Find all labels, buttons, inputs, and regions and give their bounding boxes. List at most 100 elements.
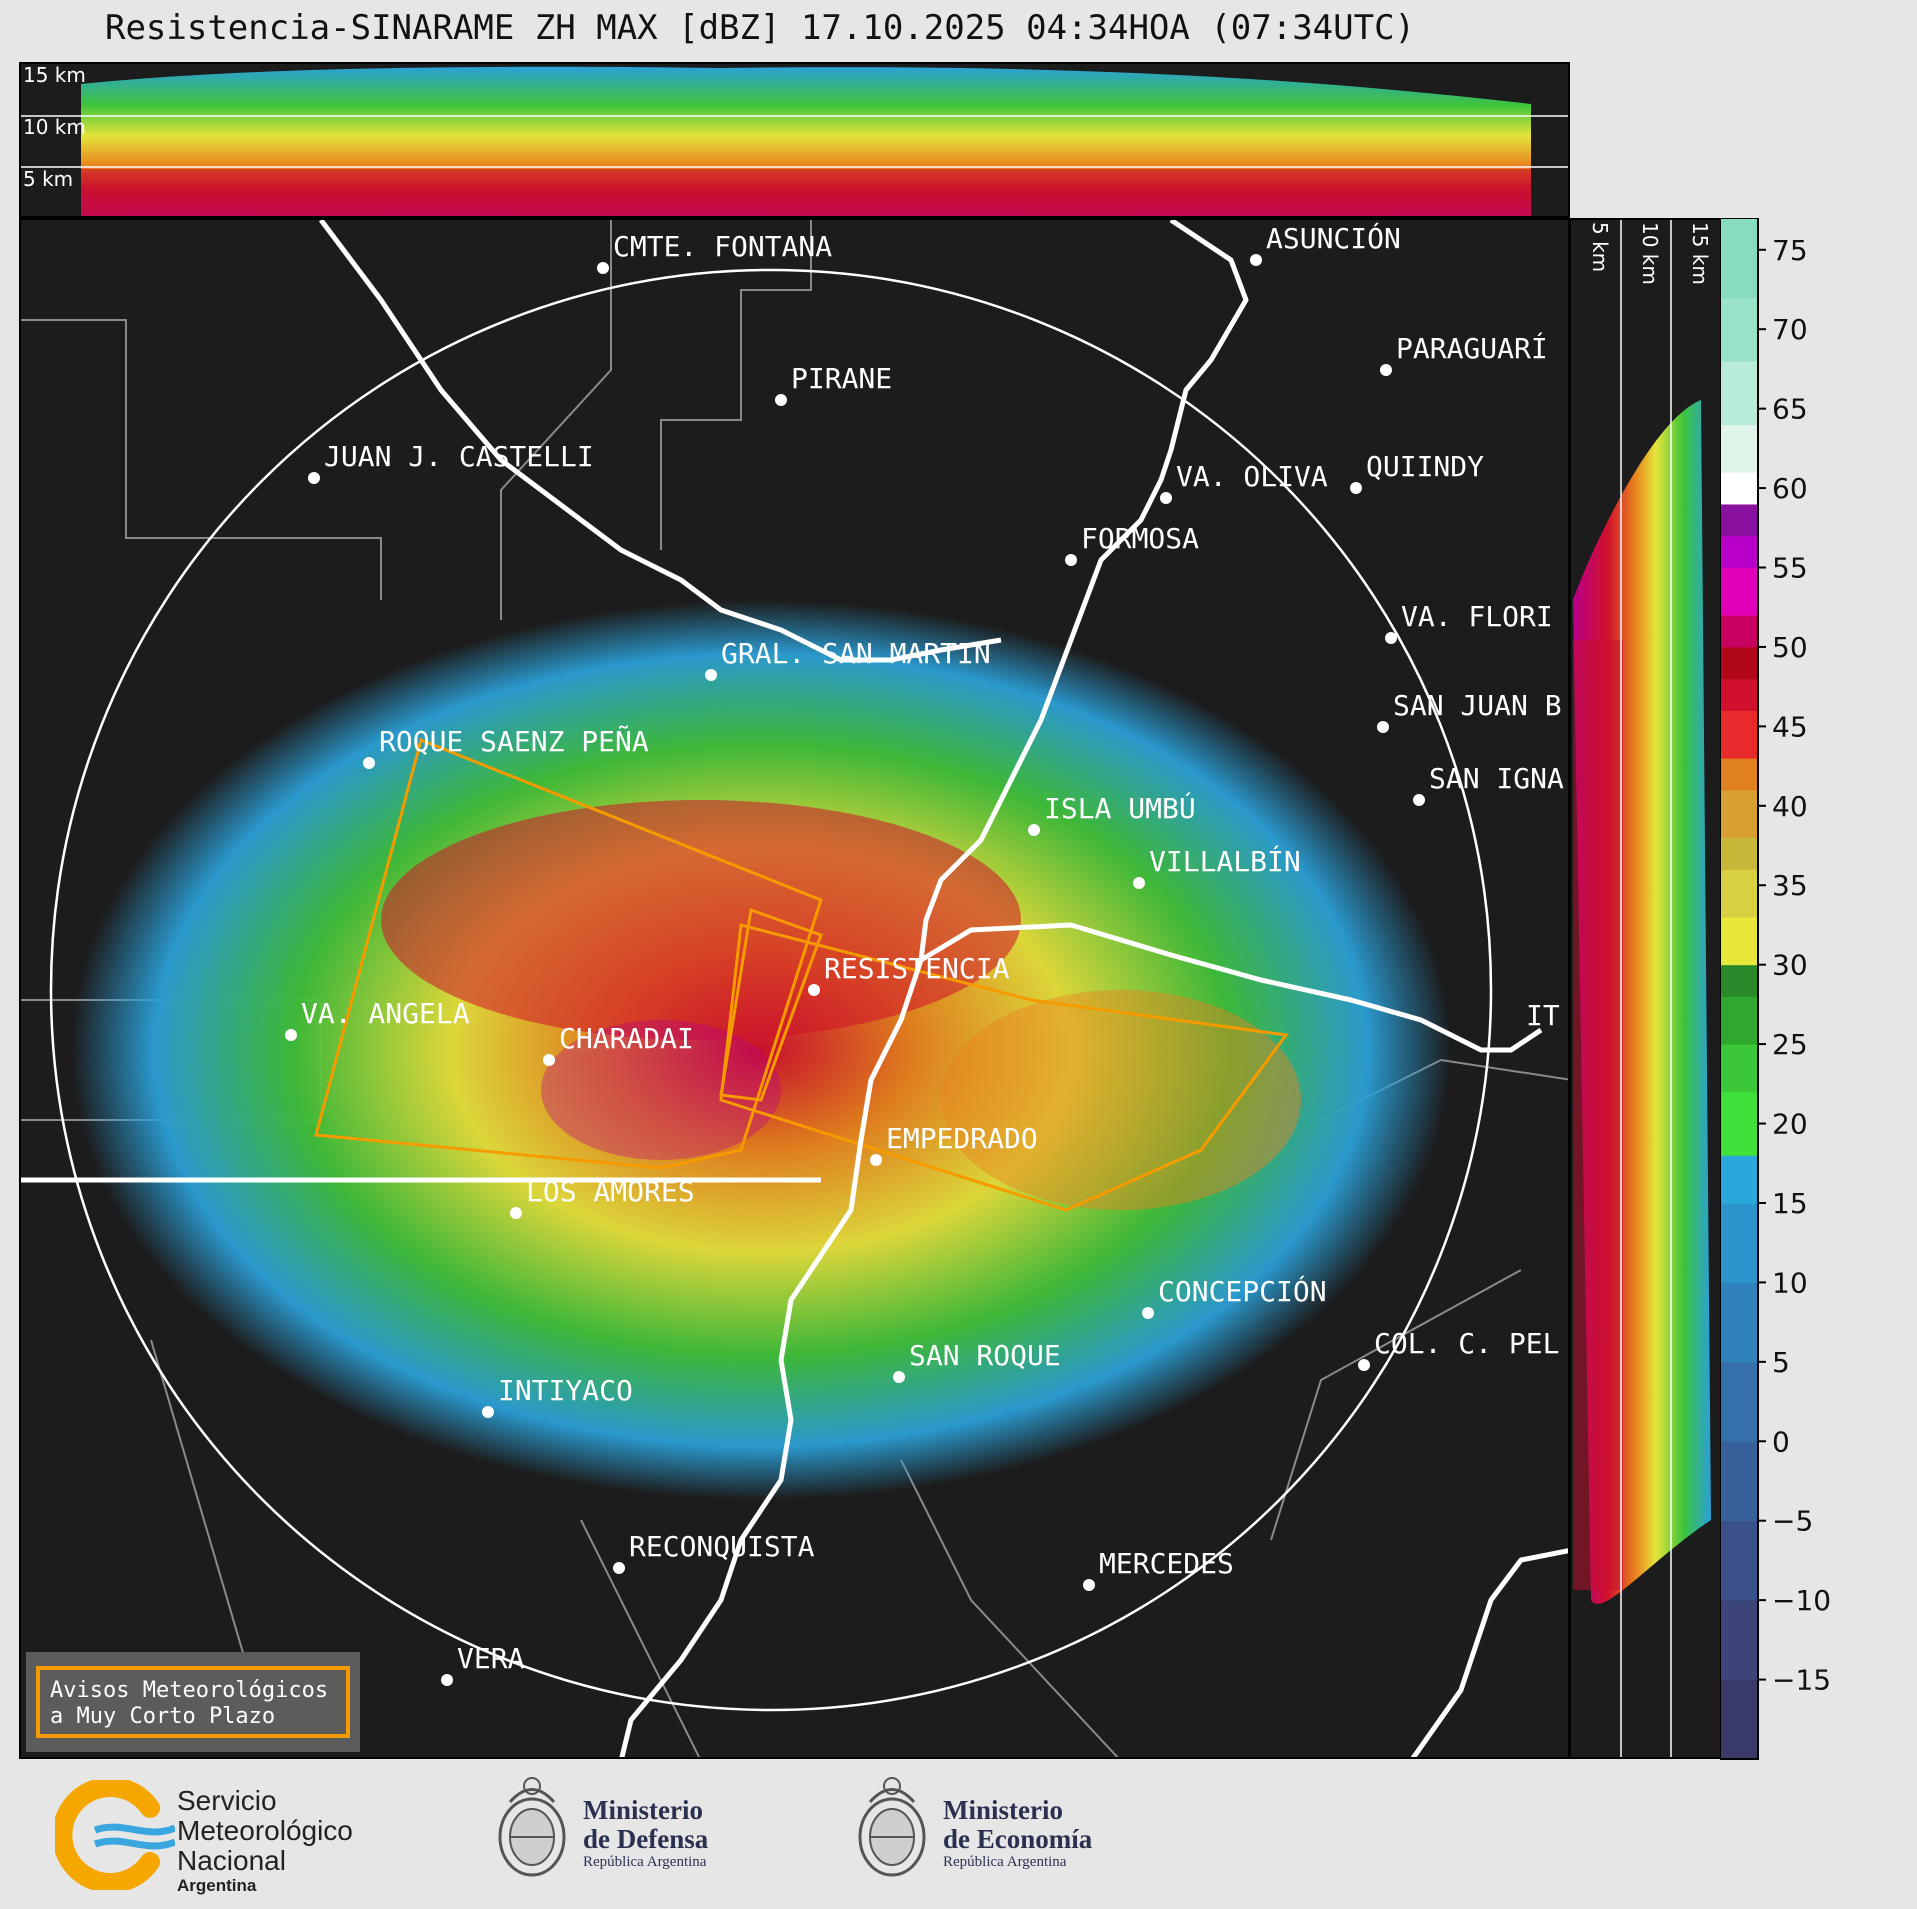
- colorbar-block: [1720, 1202, 1758, 1283]
- smn-line-3: Nacional: [177, 1845, 286, 1876]
- city-label: LOS AMORES: [526, 1175, 695, 1208]
- warning-polygon-west: [314, 737, 823, 1170]
- altitude-label-15km: 15 km: [1688, 222, 1712, 285]
- city-label: PARAGUARÍ: [1396, 331, 1548, 365]
- city-dot: [1160, 492, 1172, 504]
- city-markers: CMTE. FONTANA ASUNCIÓN PARAGUARÍ PIRANE …: [285, 221, 1564, 1686]
- echo-core-east: [941, 990, 1301, 1210]
- city-label: VERA: [457, 1642, 525, 1675]
- smn-logo: Servicio Meteorológico Nacional Argentin…: [55, 1780, 395, 1895]
- colorbar-tick-label: 70: [1772, 313, 1808, 346]
- city-label: EMPEDRADO: [886, 1122, 1038, 1155]
- city-label: JUAN J. CASTELLI: [324, 440, 594, 473]
- colorbar-block: [1720, 1441, 1758, 1522]
- city-dot: [363, 757, 375, 769]
- city-label: ASUNCIÓN: [1266, 221, 1401, 255]
- echo-core-center: [541, 1020, 781, 1160]
- colorbar-block: [1720, 758, 1758, 791]
- colorbar-tick-label: 10: [1772, 1266, 1808, 1299]
- city-label: CMTE. FONTANA: [613, 230, 832, 263]
- top-cross-section-panel: 15 km 10 km 5 km: [19, 62, 1570, 218]
- colorbar-block: [1720, 996, 1758, 1045]
- colorbar-block: [1720, 964, 1758, 997]
- altitude-label-10km: 10 km: [1638, 222, 1662, 285]
- colorbar-block: [1720, 535, 1758, 569]
- city-label: IT: [1526, 999, 1560, 1032]
- colorbar-block: [1720, 789, 1758, 839]
- city-dot: [1142, 1307, 1154, 1319]
- colorbar-block: [1720, 503, 1758, 537]
- city-dot: [775, 394, 787, 406]
- colorbar-block: [1720, 615, 1758, 648]
- city-dot: [1250, 254, 1262, 266]
- warning-polygon-east: [719, 923, 1289, 1212]
- colorbar-block: [1720, 917, 1758, 966]
- colorbar-tick-label: −5: [1772, 1505, 1813, 1538]
- city-label: VA. OLIVA: [1176, 460, 1328, 493]
- chart-title: Resistencia-SINARAME ZH MAX [dBZ] 17.10.…: [104, 8, 1416, 48]
- city-dot: [1413, 794, 1425, 806]
- colorbar-block: [1720, 1520, 1758, 1601]
- city-dot: [1380, 364, 1392, 376]
- colorbar-block: [1720, 646, 1758, 680]
- core-band: [81, 169, 1531, 216]
- colorbar-block: [1720, 297, 1758, 362]
- legend-line-1: Avisos Meteorológicos: [50, 1678, 329, 1703]
- colorbar-tick-label: 65: [1772, 393, 1808, 426]
- radar-map: CMTE. FONTANA ASUNCIÓN PARAGUARÍ PIRANE …: [21, 220, 1568, 1757]
- city-label: VILLALBÍN: [1149, 844, 1301, 878]
- colorbar-tick-label: 35: [1772, 869, 1808, 902]
- city-dot: [1065, 554, 1077, 566]
- admin-boundaries: [21, 220, 1568, 1757]
- rivers-and-borders: [21, 220, 1568, 1757]
- city-label: COL. C. PEL: [1374, 1327, 1559, 1360]
- city-dot: [1133, 877, 1145, 889]
- city-label: GRAL. SAN MARTIN: [721, 637, 991, 670]
- coat-of-arms-icon: [498, 1777, 566, 1877]
- warning-polygon-core: [719, 907, 823, 1102]
- smn-line-2: Meteorológico: [177, 1815, 353, 1846]
- city-dot: [308, 472, 320, 484]
- colorbar-block: [1720, 869, 1758, 918]
- colorbar-tick-label: 50: [1772, 631, 1808, 664]
- city-dot: [597, 262, 609, 274]
- city-label: QUIINDY: [1366, 450, 1484, 483]
- top-cross-section: 15 km 10 km 5 km: [21, 64, 1568, 216]
- city-label: VA. FLORI: [1401, 600, 1553, 633]
- ministerio-economia-logo: Ministerio de Economía República Argenti…: [855, 1772, 1155, 1892]
- city-label: CONCEPCIÓN: [1158, 1274, 1327, 1308]
- city-label: RECONQUISTA: [629, 1530, 815, 1563]
- city-label: MERCEDES: [1099, 1547, 1234, 1580]
- defensa-line-1: Ministerio: [583, 1795, 703, 1825]
- city-dot: [482, 1406, 494, 1418]
- city-dot: [510, 1207, 522, 1219]
- colorbar-block: [1720, 567, 1758, 616]
- city-dot: [808, 984, 820, 996]
- colorbar-tick-label: 30: [1772, 949, 1808, 982]
- core-band: [1573, 640, 1623, 1590]
- economia-subtitle: República Argentina: [943, 1854, 1067, 1870]
- city-dot: [1028, 824, 1040, 836]
- city-dot: [441, 1674, 453, 1686]
- echo-core-north: [381, 800, 1021, 1040]
- colorbar-block: [1720, 360, 1758, 426]
- colorbar-block: [1720, 1155, 1758, 1204]
- side-cross-section: 5 km 10 km 15 km: [1573, 220, 1712, 1757]
- colorbar-tick-label: 55: [1772, 552, 1808, 585]
- city-label: ROQUE SAENZ PEÑA: [379, 724, 649, 758]
- altitude-label-10km: 10 km: [23, 115, 86, 139]
- economia-line-2: de Economía: [943, 1824, 1093, 1854]
- colorbar-block: [1720, 1044, 1758, 1093]
- colorbar-block: [1720, 678, 1758, 711]
- city-dot: [705, 669, 717, 681]
- colorbar-tick-label: 5: [1772, 1346, 1790, 1379]
- colorbar-blocks: [1720, 218, 1758, 1760]
- colorbar-block: [1720, 1091, 1758, 1156]
- defensa-subtitle: República Argentina: [583, 1854, 707, 1870]
- city-dot: [1083, 1579, 1095, 1591]
- city-dot: [1350, 482, 1362, 494]
- city-dot: [543, 1054, 555, 1066]
- altitude-label-5km: 5 km: [23, 167, 73, 191]
- side-cross-section-panel: 5 km 10 km 15 km: [1569, 218, 1723, 1759]
